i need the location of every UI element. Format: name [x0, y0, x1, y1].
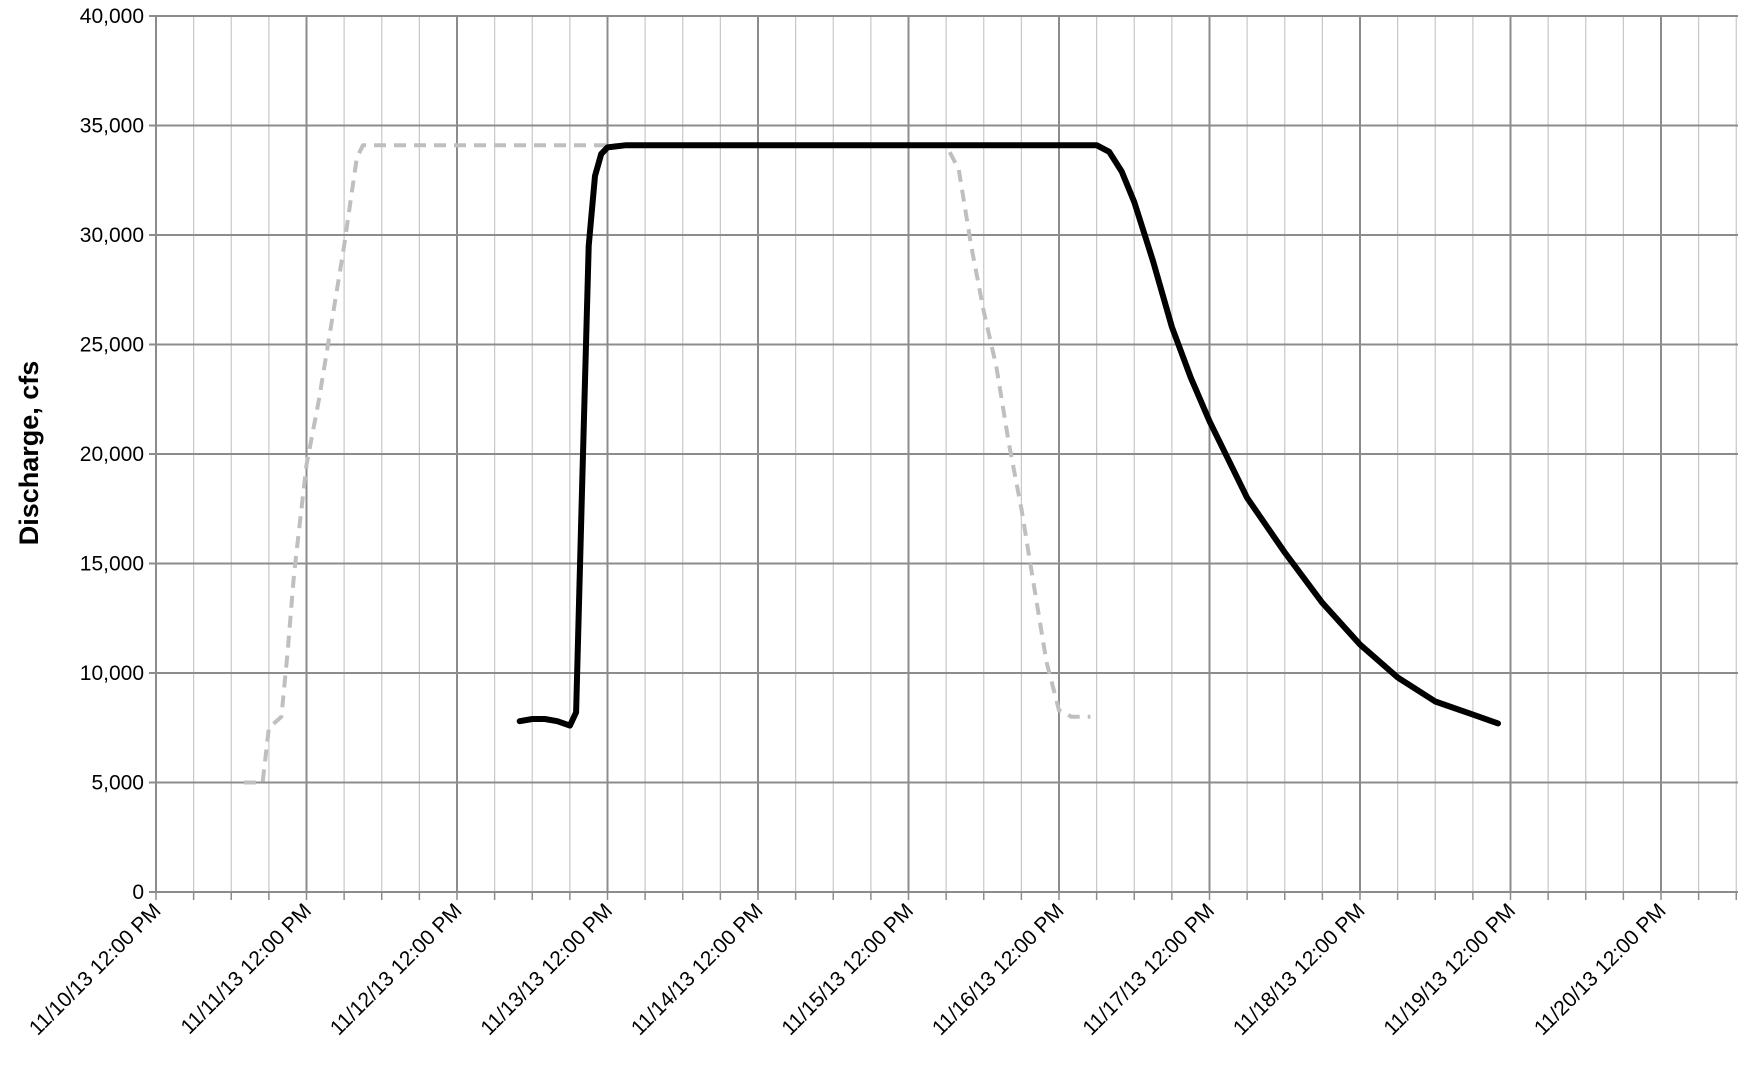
y-tick-label: 35,000 [80, 115, 144, 138]
y-tick-label: 5,000 [91, 772, 144, 795]
major-gridlines [155, 15, 1738, 893]
x-tick-labels: 11/10/13 12:00 PM 11/11/13 12:00 PM 11/12/… [25, 899, 1671, 1040]
y-tick-label: 40,000 [80, 5, 144, 28]
x-tick-label: 11/12/13 12:00 PM [326, 899, 467, 1040]
dashed-series-line [243, 143, 1091, 785]
x-tick-label: 11/13/13 12:00 PM [476, 899, 617, 1040]
x-tick-label: 11/17/13 12:00 PM [1078, 899, 1219, 1040]
x-tick-label: 11/16/13 12:00 PM [928, 899, 1069, 1040]
y-tick-label: 0 [132, 881, 144, 904]
y-tick-label: 10,000 [80, 662, 144, 685]
x-tick-label: 11/14/13 12:00 PM [627, 899, 768, 1040]
series-layer [243, 142, 1501, 785]
solid-series-line [516, 142, 1501, 729]
y-tick-label: 20,000 [80, 443, 144, 466]
y-axis-title: Discharge, cfs [14, 361, 44, 546]
y-tick-label: 15,000 [80, 553, 144, 576]
x-tick-label: 11/20/13 12:00 PM [1530, 899, 1671, 1040]
axes [149, 15, 1738, 900]
y-tick-label: 30,000 [80, 224, 144, 247]
x-tick-label: 11/10/13 12:00 PM [25, 899, 166, 1040]
x-tick-label: 11/11/13 12:00 PM [176, 899, 316, 1039]
x-tick-label: 11/19/13 12:00 PM [1379, 899, 1520, 1040]
x-tick-label: 11/15/13 12:00 PM [777, 899, 918, 1040]
x-tick-label: 11/18/13 12:00 PM [1229, 899, 1370, 1040]
y-tick-labels: 0 5,000 10,000 15,000 20,000 25,000 30,000 35,0… [80, 5, 144, 904]
y-tick-label: 25,000 [80, 334, 144, 357]
